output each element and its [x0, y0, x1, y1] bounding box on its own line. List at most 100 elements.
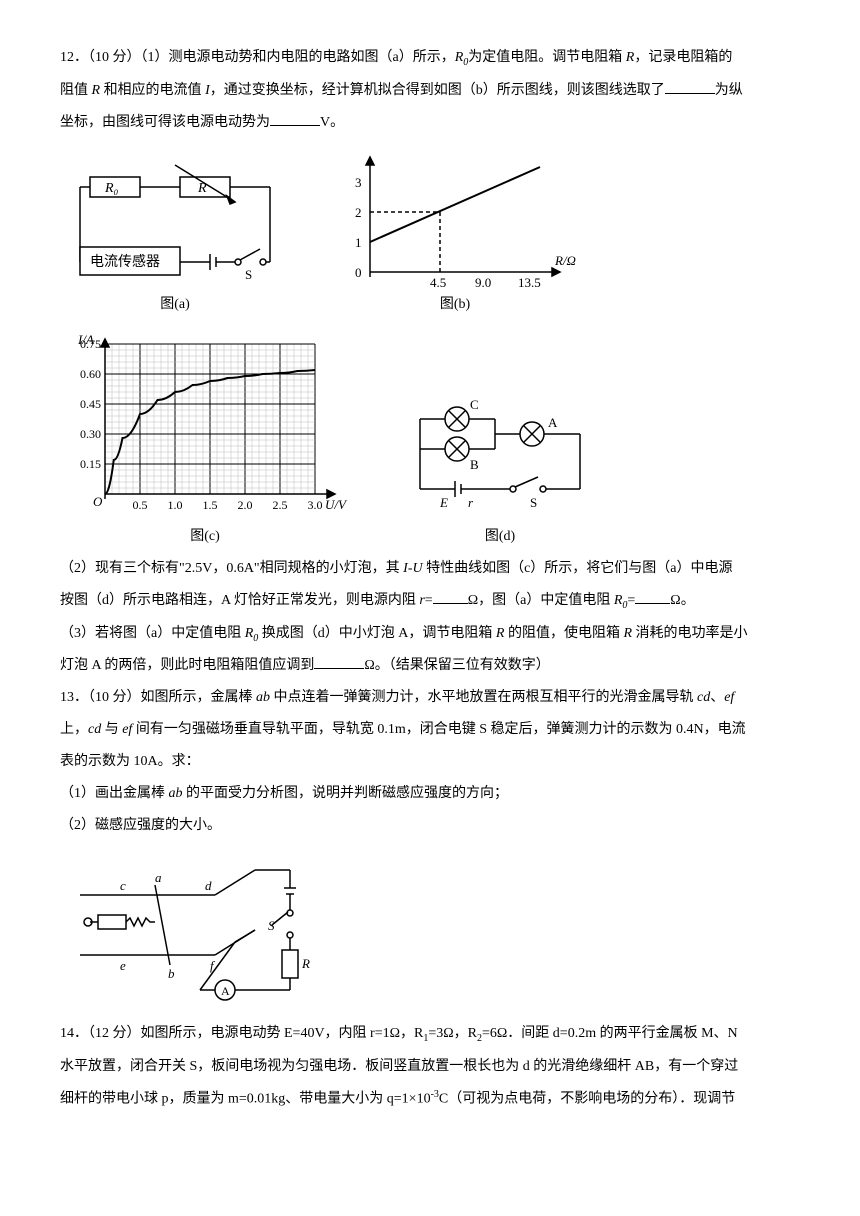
blank-rbox [314, 654, 364, 669]
q12-p3-l1: （3）若将图（a）中定值电阻 R0 换成图（d）中小灯泡 A，调节电阻箱 R 的… [60, 620, 800, 649]
t: 的阻值，使电阻箱 [504, 626, 623, 641]
t: 间有一匀强磁场垂直导轨平面，导轨宽 0.1m，闭合电键 S 稳定后，弹簧测力计的… [132, 722, 745, 737]
svg-text:2.5: 2.5 [273, 498, 288, 512]
t: 为纵 [715, 83, 743, 98]
q12-line1: 12．（10 分）（1）测电源电动势和内电阻的电路如图（a）所示，R0为定值电阻… [60, 44, 800, 73]
fig-c-caption: 图(c) [190, 523, 220, 551]
t: =6Ω．间距 d=0.2m 的两平行金属板 M、N [482, 1026, 738, 1041]
r0-sym: R [455, 50, 464, 65]
t: ，通过变换坐标，经计算机拟合得到如图（b）所示图线，则该图线选取了 [210, 83, 665, 98]
fig-a-r: R [197, 181, 207, 196]
b-xlabel: R/Ω [554, 253, 576, 268]
q12-line3: 坐标，由图线可得该电源电动势为V。 [60, 109, 800, 137]
t: 14．（12 分）如图所示，电源电动势 E=40V，内阻 r=1Ω，R [60, 1026, 423, 1041]
q13-amp: A [221, 984, 230, 998]
c-origin: O [93, 494, 103, 509]
t: 阻值 [60, 83, 92, 98]
exp: -3 [431, 1089, 439, 1100]
fig-d-block: C B A E r S 图(d) [390, 369, 610, 551]
t: C（可视为点电荷，不影响电场的分布）．现调节 [439, 1092, 735, 1107]
t: =3Ω，R [428, 1026, 477, 1041]
t: 消耗的电功率是小 [632, 626, 748, 641]
svg-text:1.5: 1.5 [203, 498, 218, 512]
t: 灯泡 A 的两倍，则此时电阻箱阻值应调到 [60, 658, 314, 673]
t: （2）磁感应强度的大小。 [60, 818, 221, 833]
t: V。 [320, 115, 344, 130]
q13-f: f [210, 958, 216, 973]
q13-r: R [301, 956, 310, 971]
r0: R [245, 626, 254, 641]
q13-a: a [155, 870, 162, 885]
t: 13．（10 分）如图所示，金属棒 [60, 690, 256, 705]
b-x1: 4.5 [430, 275, 446, 287]
t: （3）若将图（a）中定值电阻 [60, 626, 245, 641]
fig-row-1: R₀ R 电流传感器 S 图(a) 0 1 2 3 4.5 9.0 13.5 [60, 147, 800, 319]
t: 按图（d）所示电路相连，A 灯恰好正常发光，则电源内阻 [60, 593, 419, 608]
ef: ef [724, 690, 734, 705]
fig-c-block: I/A U/V O 0.150.300.450.600.75 0.51.01.5… [60, 329, 350, 551]
svg-text:0.30: 0.30 [80, 427, 101, 441]
t: 特性曲线如图（c）所示，将它们与图（a）中电源 [423, 561, 733, 576]
b-y2: 2 [355, 205, 362, 220]
fig-b-svg: 0 1 2 3 4.5 9.0 13.5 R/Ω [330, 147, 580, 287]
cd: cd [697, 690, 710, 705]
b-y3: 3 [355, 175, 362, 190]
svg-text:0.5: 0.5 [133, 498, 148, 512]
q13-d: d [205, 878, 212, 893]
fig-b-caption: 图(b) [440, 291, 470, 319]
d-e: E [439, 495, 448, 510]
fig-d-svg: C B A E r S [390, 369, 610, 519]
t: 表的示数为 10A。求： [60, 754, 200, 769]
q12-p3-l2: 灯泡 A 的两倍，则此时电阻箱阻值应调到 Ω。（结果保留三位有效数字） [60, 652, 800, 680]
q13-e: e [120, 958, 126, 973]
fig-d-caption: 图(d) [485, 523, 515, 551]
d-a: A [548, 415, 558, 430]
q13-c: c [120, 878, 126, 893]
q13-s: S [268, 918, 275, 933]
fig-a-sensor: 电流传感器 [90, 253, 160, 270]
t: = [627, 593, 635, 608]
fig-a-caption: 图(a) [160, 291, 190, 319]
ab: ab [256, 690, 270, 705]
b-y0: 0 [355, 265, 362, 280]
blank-r [433, 589, 468, 604]
t: Ω，图（a）中定值电阻 [468, 593, 614, 608]
q12-p2-l2: 按图（d）所示电路相连，A 灯恰好正常发光，则电源内阻 r=Ω，图（a）中定值电… [60, 587, 800, 616]
b-y1: 1 [355, 235, 362, 250]
q12-line2: 阻值 R 和相应的电流值 I，通过变换坐标，经计算机拟合得到如图（b）所示图线，… [60, 77, 800, 105]
iu: I-U [403, 561, 422, 576]
q12-p2-l1: （2）现有三个标有"2.5V，0.6A"相同规格的小灯泡，其 I-U 特性曲线如… [60, 555, 800, 583]
t: 为定值电阻。调节电阻箱 [468, 50, 626, 65]
d-s: S [530, 495, 537, 510]
svg-text:0.45: 0.45 [80, 397, 101, 411]
fig-b-block: 0 1 2 3 4.5 9.0 13.5 R/Ω 图(b) [330, 147, 580, 319]
t: （2）现有三个标有"2.5V，0.6A"相同规格的小灯泡，其 [60, 561, 403, 576]
q13-l2: 上，cd 与 ef 间有一匀强磁场垂直导轨平面，导轨宽 0.1m，闭合电键 S … [60, 716, 800, 744]
d-r: r [468, 495, 474, 510]
r-sym2: R [92, 83, 101, 98]
svg-text:3.0: 3.0 [308, 498, 323, 512]
t: 中点连着一弹簧测力计，水平地放置在两根互相平行的光滑金属导轨 [270, 690, 697, 705]
cd: cd [88, 722, 101, 737]
svg-text:0.15: 0.15 [80, 457, 101, 471]
t: 和相应的电流值 [100, 83, 205, 98]
q14-l3: 细杆的带电小球 p，质量为 m=0.01kg、带电量大小为 q=1×10-3C（… [60, 1085, 800, 1114]
t: 上， [60, 722, 88, 737]
fig-c-svg: I/A U/V O 0.150.300.450.600.75 0.51.01.5… [60, 329, 350, 519]
fig-a-block: R₀ R 电流传感器 S 图(a) [60, 157, 290, 319]
t: Ω。 [670, 593, 694, 608]
t: （1）画出金属棒 [60, 786, 169, 801]
b-x3: 13.5 [518, 275, 541, 287]
t: 换成图（d）中小灯泡 A，调节电阻箱 [258, 626, 496, 641]
t: 水平放置，闭合开关 S，板间电场视为匀强电场．板间竖直放置一根长也为 d 的光滑… [60, 1059, 738, 1074]
t: Ω。（结果保留三位有效数字） [364, 658, 549, 673]
t: 的平面受力分析图，说明并判断磁感应强度的方向； [183, 786, 509, 801]
q13-l1: 13．（10 分）如图所示，金属棒 ab 中点连着一弹簧测力计，水平地放置在两根… [60, 684, 800, 712]
ab: ab [169, 786, 183, 801]
svg-text:2.0: 2.0 [238, 498, 253, 512]
t: 与 [101, 722, 122, 737]
blank-emf [270, 111, 320, 126]
fig-a-svg: R₀ R 电流传感器 S [60, 157, 290, 287]
t: 细杆的带电小球 p，质量为 m=0.01kg、带电量大小为 q=1×10 [60, 1092, 431, 1107]
fig-a-r0: R₀ [104, 181, 119, 196]
